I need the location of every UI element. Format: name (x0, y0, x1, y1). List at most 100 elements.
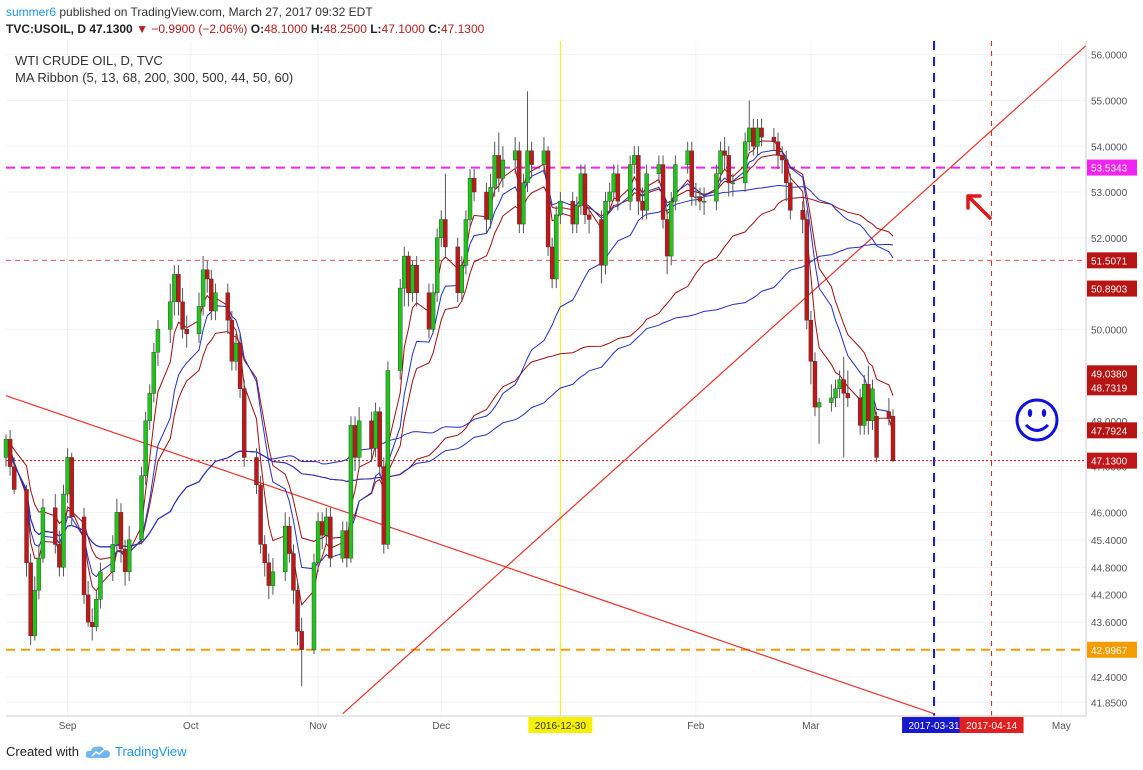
candle-body (180, 301, 185, 330)
candle-body (98, 571, 103, 600)
candle-body (36, 557, 42, 591)
candle-body (500, 159, 506, 179)
candle-body (714, 173, 719, 202)
ma-long-blue-line (5, 243, 894, 548)
footer: Created with TradingView (6, 744, 187, 759)
candle-body (517, 150, 522, 225)
candle-body (459, 265, 465, 293)
candle-body (808, 319, 814, 362)
candle-body (430, 292, 436, 330)
price-badge-label: 42.9967 (1091, 646, 1128, 657)
y-tick-label: 46.0000 (1091, 508, 1128, 519)
high-value: 48.2500 (323, 22, 367, 36)
candle-body (295, 589, 300, 632)
tradingview-cloud-icon (85, 745, 110, 758)
candle-body (57, 544, 62, 568)
candle-body (586, 214, 592, 220)
candle-body (266, 562, 272, 586)
candle-body (328, 516, 333, 559)
candle-body (467, 178, 473, 220)
price-badge-label: 49.0380 (1091, 369, 1128, 380)
candle-body (53, 507, 58, 545)
candle-body (258, 484, 263, 545)
candle-body (463, 219, 469, 266)
candle-body (833, 388, 838, 399)
candle-body (85, 594, 91, 623)
x-tick-label: May (1052, 721, 1071, 732)
close-value: 47.1300 (440, 22, 485, 36)
candle-body (627, 164, 633, 202)
date-badge-label: 2016-12-30 (535, 721, 587, 732)
tradingview-brand-link[interactable]: TradingView (85, 744, 187, 759)
author-link[interactable]: summer6 (6, 5, 57, 19)
candle-body (398, 287, 403, 371)
candle-body (800, 210, 805, 220)
y-tick-label: 53.0000 (1091, 188, 1128, 199)
last-price: 47.1300 (89, 22, 133, 36)
candle-body (426, 292, 432, 330)
candle-body (841, 379, 846, 394)
candle-body (352, 425, 358, 458)
candle-body (845, 393, 851, 399)
candle-body (784, 159, 789, 184)
candle-body (611, 173, 616, 193)
candle-body (81, 516, 87, 595)
drawing-layer (966, 194, 1059, 442)
price-badge-label: 53.5343 (1091, 164, 1128, 175)
candle-body (644, 173, 649, 211)
candle-body (697, 196, 703, 202)
candle-body (701, 200, 707, 203)
tradingview-brand-text: TradingView (114, 744, 187, 759)
candle-body (143, 420, 148, 476)
candle-body (816, 402, 822, 408)
candle-body (233, 342, 239, 362)
legend-title: WTI CRUDE OIL, D, TVC (15, 53, 163, 68)
candle-body (779, 155, 785, 161)
candle-body (385, 370, 391, 545)
y-tick-label: 43.6000 (1091, 618, 1128, 629)
candle-body (168, 301, 173, 330)
candle-body (870, 388, 875, 422)
candle-body (225, 292, 230, 321)
candle-body (176, 274, 181, 303)
candle-body (529, 150, 534, 165)
candle-body (291, 553, 296, 591)
candle-body (402, 255, 407, 289)
y-tick-label: 44.2000 (1091, 591, 1128, 602)
candle-body (664, 219, 670, 257)
smiley-face-icon (1015, 398, 1059, 442)
time-axis[interactable]: Sep Oct Nov Dec Feb Mar May 2016-12-30 2017-03-3… (59, 717, 1071, 733)
y-tick-label: 45.4000 (1091, 536, 1128, 547)
candle-body (718, 150, 723, 174)
candle-body (196, 306, 202, 335)
chart-legend: WTI CRUDE OIL, D, TVC MA Ribbon (5, 13, … (15, 52, 293, 86)
y-tick-label: 44.8000 (1091, 563, 1128, 574)
candle-body (558, 200, 563, 216)
candle-body (319, 521, 325, 536)
low-label: L: (370, 22, 382, 36)
y-tick-label: 50.0000 (1091, 325, 1128, 336)
candle-body (94, 599, 99, 627)
candle-body (340, 530, 345, 559)
candle-body (525, 150, 530, 184)
down-triangle-icon: ▼ (136, 22, 148, 36)
candle-body (40, 507, 46, 559)
candle-layer (3, 91, 896, 687)
price-badge (1087, 641, 1137, 658)
candle-body (213, 292, 218, 312)
date-badge (902, 717, 967, 733)
candle-body (607, 191, 612, 202)
legend-indicator[interactable]: MA Ribbon (5, 13, 68, 200, 300, 500, 44,… (15, 70, 294, 85)
candle-body (147, 393, 152, 422)
candle-body (730, 182, 736, 185)
price-chart[interactable]: 56.0000 55.0000 54.0000 53.0000 52.0000 50.00… (0, 0, 1143, 742)
candle-body (722, 150, 727, 156)
candle-body (862, 384, 867, 426)
candle-body (110, 544, 115, 573)
candle-body (771, 136, 777, 142)
candle-body (669, 200, 674, 257)
candle-body (484, 191, 489, 220)
high-label: H: (310, 22, 324, 36)
candle-body (7, 438, 13, 467)
trendline (5, 395, 935, 715)
